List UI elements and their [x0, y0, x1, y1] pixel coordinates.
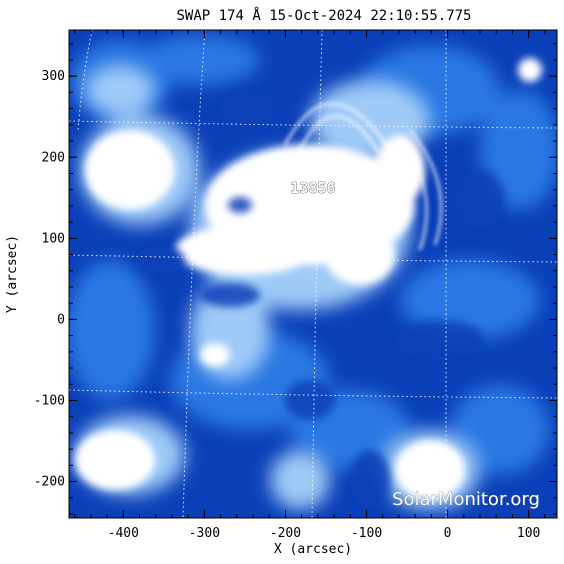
dark-lanes [135, 92, 505, 510]
y-tick-label: -200 [34, 475, 65, 490]
coronal-loops [284, 102, 443, 251]
figure-title: SWAP 174 Å 15-Oct-2024 22:10:55.775 [176, 7, 471, 24]
x-tick-label: -300 [189, 526, 220, 541]
x-tick-label: 0 [444, 526, 452, 541]
x-tick-label: -400 [108, 526, 139, 541]
y-tick-label: 300 [42, 69, 65, 84]
x-tick-label: 100 [517, 526, 540, 541]
x-axis-ticks: -400 -300 -200 -100 0 100 [74, 30, 546, 541]
y-tick-label: 200 [42, 150, 65, 165]
y-tick-label: -100 [34, 393, 65, 408]
y-tick-label: 100 [42, 231, 65, 246]
x-tick-label: -200 [270, 526, 301, 541]
y-axis-ticks: -200 -100 0 100 200 300 [34, 43, 557, 515]
solarmonitor-watermark: SolarMonitor.org [392, 489, 540, 510]
y-tick-label: 0 [57, 312, 65, 327]
y-axis-label: Y (arcsec) [5, 235, 20, 313]
x-tick-label: -100 [351, 526, 382, 541]
plot-frame [68, 29, 558, 519]
active-region-label: 13856 [290, 179, 335, 197]
heliographic-grid [69, 30, 557, 518]
active-region-core [75, 58, 542, 500]
euv-image [69, 30, 557, 518]
x-axis-label: X (arcsec) [274, 542, 352, 557]
